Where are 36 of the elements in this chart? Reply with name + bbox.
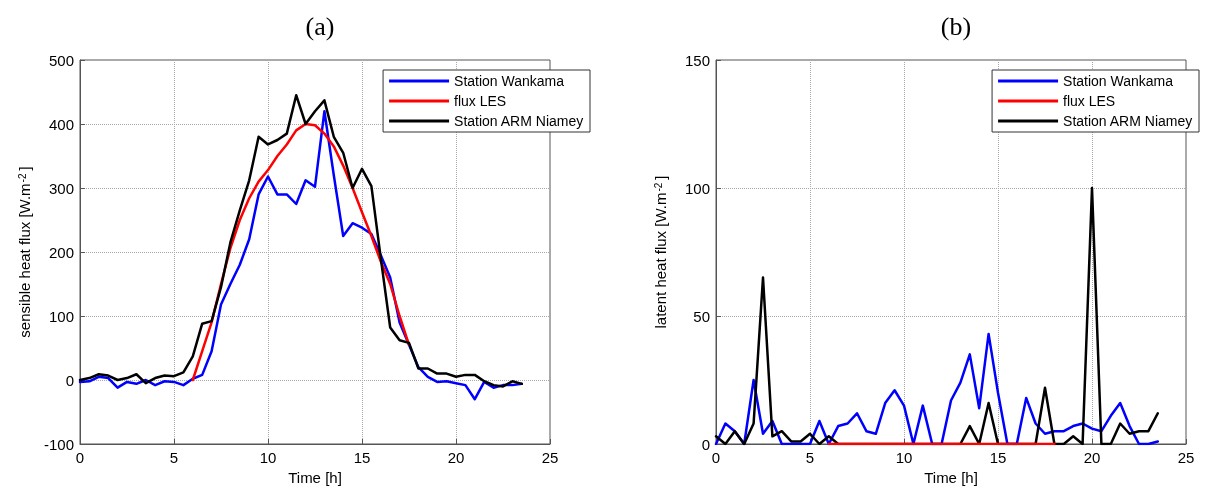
- y-tick-label: 500: [48, 51, 74, 69]
- y-tick-label: 150: [684, 51, 710, 69]
- x-tick-label: 10: [259, 449, 277, 466]
- legend-label: Station ARM Niamey: [1063, 113, 1193, 129]
- y-tick-label: 0: [701, 435, 710, 453]
- legend-label: flux LES: [1063, 93, 1116, 109]
- legend-label: Station Wankama: [454, 73, 565, 89]
- x-axis-title: Time [h]: [288, 468, 342, 486]
- x-tick-label: 5: [169, 449, 179, 466]
- x-tick-label: 15: [989, 449, 1007, 466]
- legend-label: flux LES: [454, 93, 507, 109]
- y-axis-title: latent heat flux [W.m-2]: [652, 175, 669, 329]
- line-series: [714, 332, 1160, 446]
- x-tick-label: 15: [353, 449, 371, 466]
- x-tick-label: 25: [541, 449, 559, 466]
- y-tick-label: 200: [48, 243, 74, 261]
- chart-title: (b): [940, 11, 972, 41]
- y-tick-label: 100: [48, 307, 74, 325]
- y-tick-label: 400: [48, 115, 74, 133]
- y-tick-label: 100: [684, 179, 710, 197]
- x-tick-label: 5: [805, 449, 815, 466]
- x-tick-label: 10: [895, 449, 913, 466]
- x-tick-label: 0: [711, 449, 721, 466]
- x-tick-label: 20: [447, 449, 465, 466]
- y-tick-label: -100: [43, 435, 74, 453]
- legend-label: Station Wankama: [1063, 73, 1174, 89]
- x-tick-label: 20: [1083, 449, 1101, 466]
- y-tick-label: 50: [693, 307, 710, 325]
- y-axis-title: sensible heat flux [W.m-2]: [16, 166, 33, 338]
- y-tick-label: 0: [65, 371, 74, 389]
- y-tick-label: 300: [48, 179, 74, 197]
- legend-label: Station ARM Niamey: [454, 113, 584, 129]
- x-axis-title: Time [h]: [924, 468, 978, 486]
- x-tick-label: 25: [1177, 449, 1195, 466]
- chart-title: (a): [305, 11, 335, 41]
- x-tick-label: 0: [75, 449, 85, 466]
